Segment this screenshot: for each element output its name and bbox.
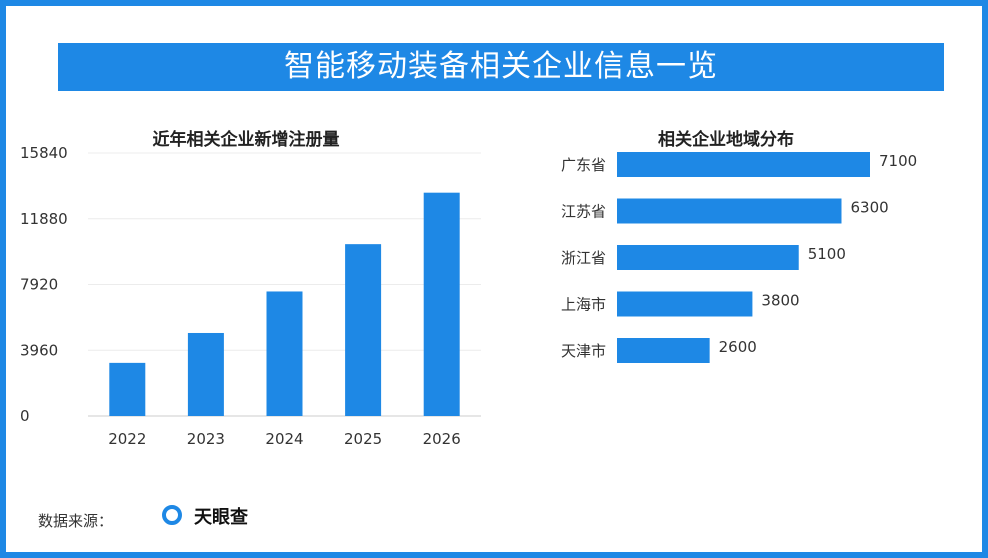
hbar-广东省 — [617, 152, 870, 177]
y-tick-label: 0 — [20, 407, 30, 425]
y-tick-label: 7920 — [20, 276, 58, 294]
hbar-value-label: 7100 — [879, 152, 917, 170]
region-label: 广东省 — [561, 156, 606, 174]
bar-2025 — [345, 244, 382, 416]
region-label: 浙江省 — [561, 249, 606, 267]
tianyancha-logo-icon — [162, 505, 182, 525]
page-title: 智能移动装备相关企业信息一览 — [58, 43, 944, 91]
y-tick-label: 3960 — [20, 341, 58, 359]
hbar-value-label: 2600 — [719, 338, 757, 356]
y-tick-label: 15840 — [20, 144, 68, 162]
region-label: 江苏省 — [561, 203, 606, 221]
source-name: 天眼查 — [194, 507, 248, 528]
region-label: 天津市 — [561, 342, 606, 360]
x-tick-label: 2026 — [423, 430, 461, 448]
hbar-value-label: 3800 — [761, 292, 799, 310]
y-tick-label: 11880 — [20, 210, 68, 228]
hbar-上海市 — [617, 291, 753, 317]
hbar-value-label: 5100 — [808, 245, 846, 263]
hbar-江苏省 — [617, 198, 842, 224]
x-tick-label: 2022 — [108, 430, 146, 448]
bar-2026 — [423, 192, 460, 416]
bar-2024 — [266, 291, 303, 416]
bar-chart-title: 近年相关企业新增注册量 — [152, 130, 340, 150]
x-tick-label: 2025 — [344, 430, 382, 448]
x-tick-label: 2023 — [187, 430, 225, 448]
hbar-chart-title: 相关企业地域分布 — [658, 130, 794, 150]
x-tick-label: 2024 — [265, 430, 303, 448]
source-label: 数据来源： — [38, 512, 114, 530]
hbar-天津市 — [617, 338, 710, 363]
bar-2023 — [187, 332, 224, 416]
region-label: 上海市 — [561, 296, 606, 314]
hbar-value-label: 6300 — [850, 199, 888, 217]
hbar-浙江省 — [617, 245, 799, 270]
bar-2022 — [109, 362, 146, 416]
